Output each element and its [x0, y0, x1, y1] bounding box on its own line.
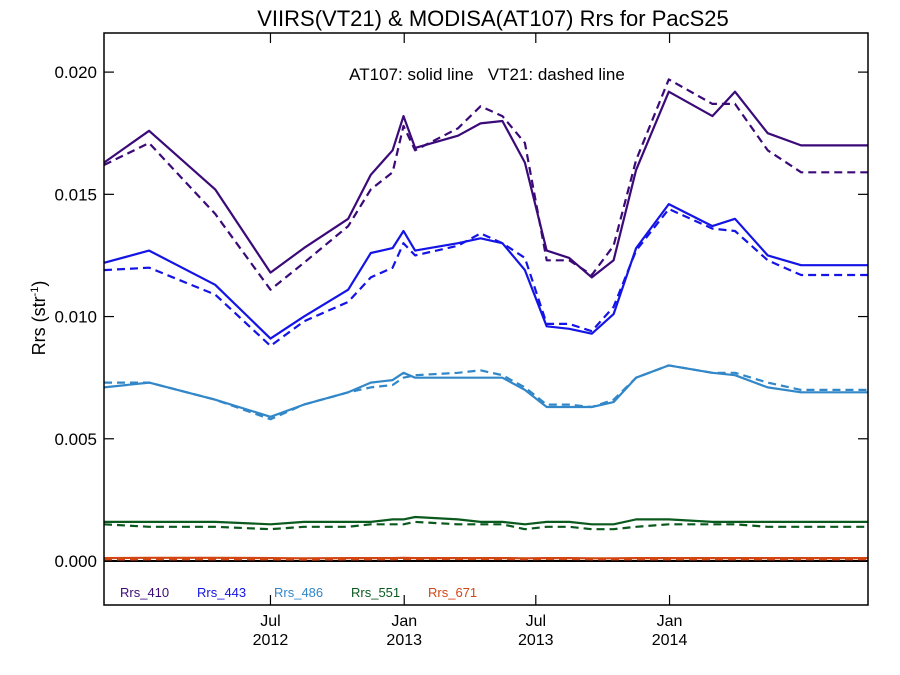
legend-entry-rrs-671: Rrs_671	[428, 585, 477, 600]
line-style-annotation: AT107: solid line VT21: dashed line	[349, 65, 625, 84]
legend-entry-rrs-486: Rrs_486	[274, 585, 323, 600]
x-tick-label-month: Jul	[526, 613, 546, 630]
y-axis-label-close: )	[29, 281, 49, 287]
y-axis-ticks: 0.000 0.005 0.010 0.015 0.020	[54, 63, 868, 571]
legend-entry-rrs-551: Rrs_551	[351, 585, 400, 600]
x-tick-label-month: Jan	[657, 613, 683, 630]
y-tick-label: 0.000	[54, 552, 97, 571]
x-axis-ticks: Jul 2012 Jan 2013 Jul 2013 Jan 2014	[253, 33, 688, 649]
series-line-rrs-551-dashed	[103, 520, 868, 531]
y-tick-label: 0.010	[54, 308, 97, 327]
series-line-rrs-671-dashed	[103, 557, 868, 561]
x-tick-label-year: 2012	[253, 632, 289, 649]
series-line-rrs-410-solid	[103, 90, 868, 279]
y-tick-label: 0.020	[54, 63, 97, 82]
plot-area	[103, 78, 868, 562]
series-line-rrs-410-dashed	[103, 78, 868, 291]
x-tick-label-year: 2014	[652, 632, 688, 649]
series-line-rrs-486-solid	[103, 364, 868, 418]
series-line-rrs-551-solid	[104, 515, 868, 526]
x-tick-label-year: 2013	[386, 632, 422, 649]
x-tick-label-year: 2013	[518, 632, 554, 649]
chart-title: VIIRS(VT21) & MODISA(AT107) Rrs for PacS…	[257, 6, 729, 31]
legend: Rrs_410 Rrs_443 Rrs_486 Rrs_551 Rrs_671	[120, 585, 477, 600]
plot-frame	[103, 32, 869, 606]
y-axis-label-superscript: -1	[29, 287, 41, 297]
legend-entry-rrs-410: Rrs_410	[120, 585, 169, 600]
y-axis-label-main: Rrs (str	[29, 296, 49, 355]
series-line-rrs-486-dashed	[104, 364, 868, 421]
x-tick-label-month: Jan	[391, 613, 417, 630]
y-axis-label: Rrs (str-1)	[29, 281, 49, 356]
series-line-rrs-443-dashed	[103, 207, 868, 347]
legend-entry-rrs-443: Rrs_443	[197, 585, 246, 600]
y-tick-label: 0.015	[54, 185, 97, 204]
series-line-rrs-443-solid	[103, 203, 868, 340]
y-tick-label: 0.005	[54, 430, 97, 449]
x-tick-label-month: Jul	[260, 613, 280, 630]
